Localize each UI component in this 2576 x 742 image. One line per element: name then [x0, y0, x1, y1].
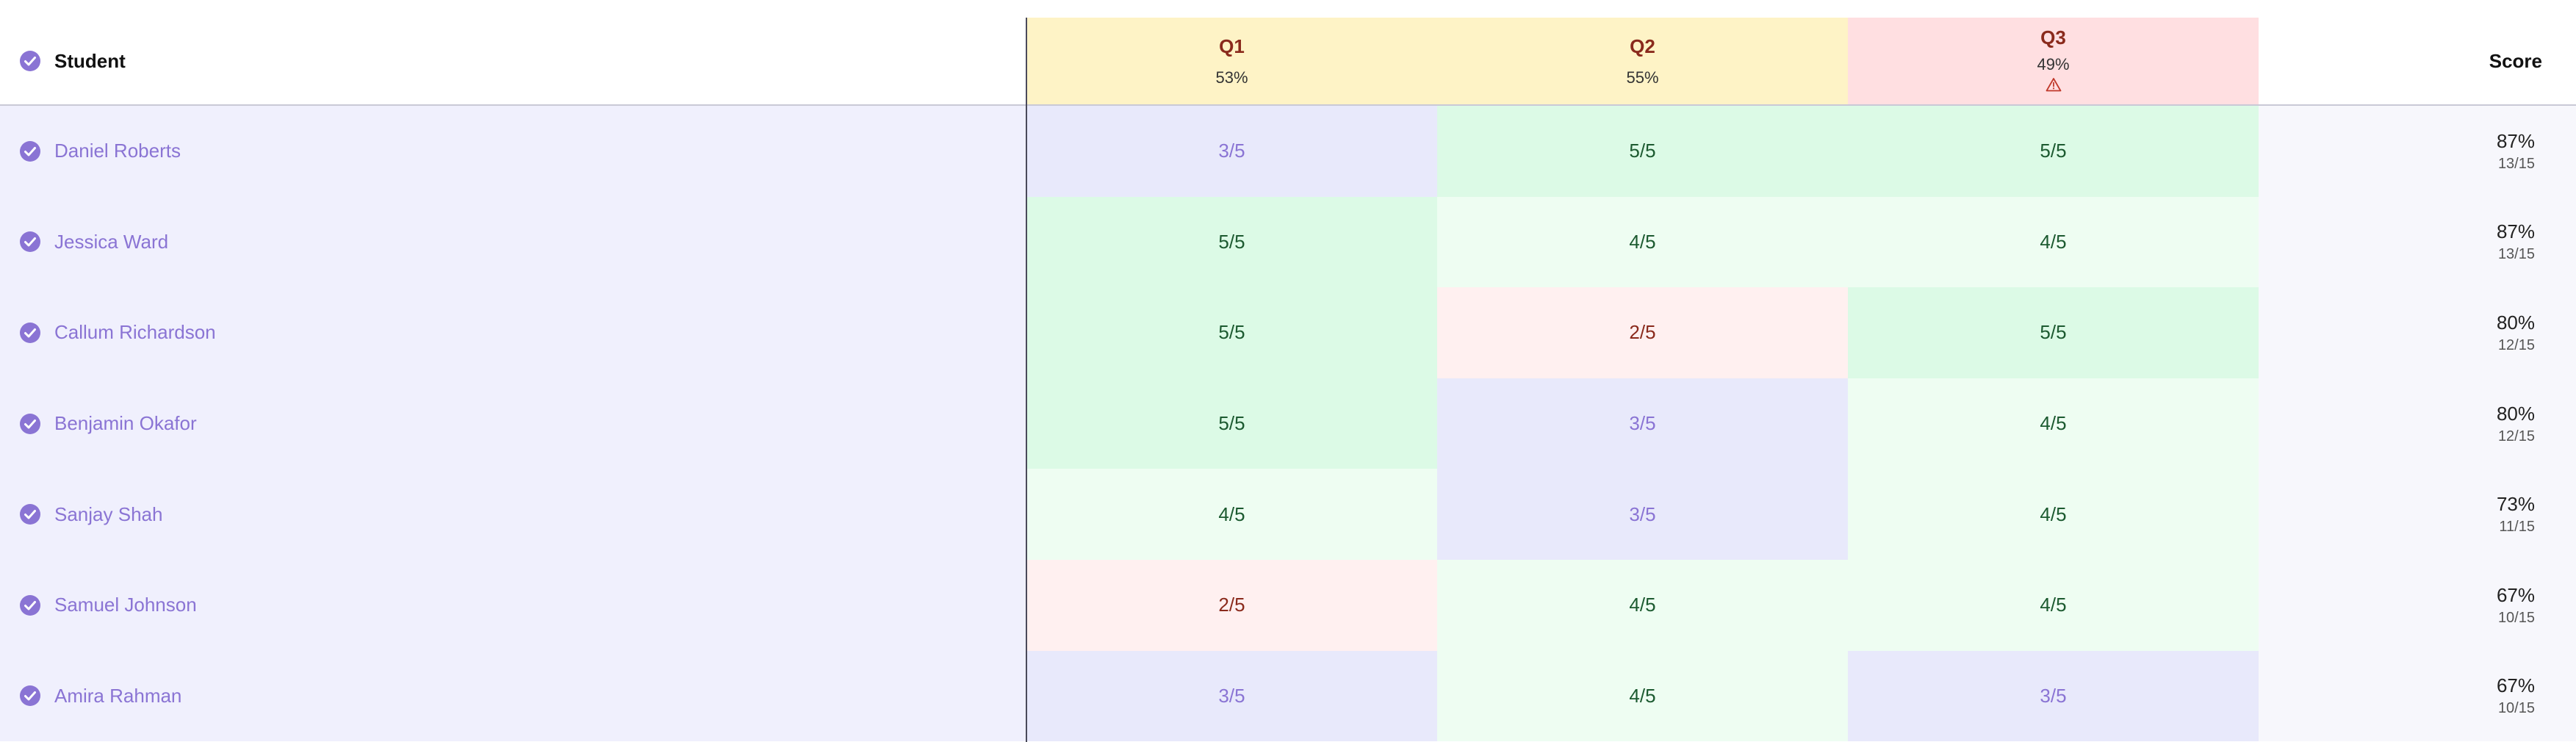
total-score: 73% 11/15 — [2259, 469, 2576, 560]
question-percent: 53% — [1215, 68, 1248, 87]
score-cell[interactable]: 3/5 — [1848, 650, 2259, 742]
question-percent: 49% — [2037, 54, 2070, 73]
check-circle-icon[interactable] — [19, 322, 41, 344]
check-circle-icon[interactable] — [19, 231, 41, 253]
score-cell[interactable]: 4/5 — [1848, 559, 2259, 651]
student-row-name[interactable]: Amira Rahman — [0, 650, 1026, 742]
student-row-name[interactable]: Daniel Roberts — [0, 106, 1026, 197]
check-circle-icon[interactable] — [19, 140, 41, 162]
total-score: 67% 10/15 — [2259, 650, 2576, 742]
student-row-name[interactable]: Jessica Ward — [0, 196, 1026, 288]
student-name[interactable]: Sanjay Shah — [54, 503, 163, 525]
total-fraction: 11/15 — [2499, 519, 2535, 536]
total-fraction: 12/15 — [2497, 428, 2535, 444]
question-header-q1[interactable]: Q1 53% — [1026, 18, 1437, 106]
question-name: Q1 — [1219, 35, 1245, 57]
score-cell[interactable]: 2/5 — [1026, 559, 1437, 651]
total-percent: 67% — [2496, 583, 2535, 606]
check-circle-icon[interactable] — [19, 594, 41, 616]
student-name[interactable]: Benjamin Okafor — [54, 412, 197, 435]
score-cell[interactable]: 5/5 — [1437, 106, 1848, 197]
score-cell[interactable]: 3/5 — [1437, 469, 1848, 560]
score-cell[interactable]: 4/5 — [1437, 559, 1848, 651]
check-circle-icon[interactable] — [19, 50, 41, 72]
check-circle-icon[interactable] — [19, 503, 41, 525]
total-percent: 73% — [2496, 493, 2535, 516]
student-row-name[interactable]: Samuel Johnson — [0, 559, 1026, 651]
score-cell[interactable]: 4/5 — [1848, 196, 2259, 288]
total-fraction: 10/15 — [2497, 700, 2535, 717]
student-name[interactable]: Jessica Ward — [54, 230, 169, 253]
score-column-header[interactable]: Score — [2259, 18, 2576, 106]
total-score: 87% 13/15 — [2259, 106, 2576, 197]
score-cell[interactable]: 4/5 — [1848, 378, 2259, 469]
total-score: 67% 10/15 — [2259, 559, 2576, 651]
total-percent: 87% — [2496, 129, 2535, 152]
check-circle-icon[interactable] — [19, 413, 41, 435]
student-name[interactable]: Callum Richardson — [54, 321, 216, 344]
score-cell[interactable]: 4/5 — [1437, 196, 1848, 288]
total-percent: 67% — [2496, 674, 2535, 697]
score-cell[interactable]: 5/5 — [1848, 106, 2259, 197]
score-cell[interactable]: 2/5 — [1437, 287, 1848, 378]
question-header-q3[interactable]: Q3 49% — [1848, 18, 2259, 106]
question-name: Q2 — [1630, 35, 1655, 57]
student-name[interactable]: Samuel Johnson — [54, 594, 197, 616]
score-cell[interactable]: 5/5 — [1026, 378, 1437, 469]
total-fraction: 12/15 — [2497, 336, 2535, 353]
check-circle-icon[interactable] — [19, 685, 41, 707]
student-header-label: Student — [54, 49, 126, 72]
student-row-name[interactable]: Sanjay Shah — [0, 469, 1026, 560]
total-percent: 80% — [2496, 311, 2535, 334]
total-fraction: 10/15 — [2497, 609, 2535, 626]
score-cell[interactable]: 5/5 — [1026, 287, 1437, 378]
student-row-name[interactable]: Callum Richardson — [0, 287, 1026, 378]
total-score: 80% 12/15 — [2259, 378, 2576, 469]
score-cell[interactable]: 3/5 — [1026, 106, 1437, 197]
question-name: Q3 — [2040, 26, 2066, 48]
total-score: 87% 13/15 — [2259, 196, 2576, 288]
question-percent: 55% — [1626, 68, 1659, 87]
score-cell[interactable]: 3/5 — [1437, 378, 1848, 469]
student-name[interactable]: Amira Rahman — [54, 684, 182, 707]
student-row-name[interactable]: Benjamin Okafor — [0, 378, 1026, 469]
column-divider — [1026, 18, 1027, 742]
total-fraction: 13/15 — [2497, 155, 2535, 172]
warning-triangle-icon — [2046, 77, 2061, 91]
total-fraction: 13/15 — [2497, 246, 2535, 263]
score-cell[interactable]: 5/5 — [1848, 287, 2259, 378]
score-cell[interactable]: 3/5 — [1026, 650, 1437, 742]
question-header-q2[interactable]: Q2 55% — [1437, 18, 1848, 106]
total-percent: 80% — [2496, 402, 2535, 425]
score-cell[interactable]: 5/5 — [1026, 196, 1437, 288]
score-cell[interactable]: 4/5 — [1026, 469, 1437, 560]
table-top-spacer — [0, 0, 2576, 18]
student-name[interactable]: Daniel Roberts — [54, 140, 181, 162]
total-score: 80% 12/15 — [2259, 287, 2576, 378]
total-percent: 87% — [2496, 220, 2535, 243]
student-column-header[interactable]: Student — [0, 18, 1026, 106]
score-cell[interactable]: 4/5 — [1848, 469, 2259, 560]
score-cell[interactable]: 4/5 — [1437, 650, 1848, 742]
score-header-label: Score — [2489, 49, 2542, 72]
